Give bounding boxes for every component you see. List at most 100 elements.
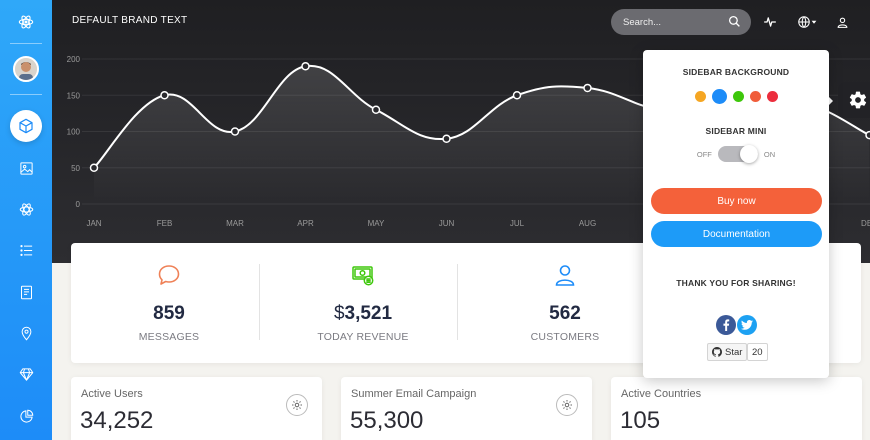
stat-label: TODAY REVENUE (317, 331, 409, 343)
card-value: 55,300 (350, 407, 424, 434)
card-title: Summer Email Campaign (351, 388, 477, 400)
sidebar-background-title: SIDEBAR BACKGROUND (682, 67, 790, 77)
caret-down-icon (811, 20, 817, 24)
x-tick-label: JUN (439, 219, 455, 228)
divider (457, 264, 458, 340)
card-value: 105 (620, 407, 661, 434)
stat-revenue: $3,521 TODAY REVENUE (269, 243, 457, 363)
thanks-text: THANK YOU FOR SHARING! (676, 278, 796, 288)
github-star-button[interactable]: Star (707, 343, 748, 361)
y-tick-label: 50 (71, 164, 80, 173)
divider (259, 264, 260, 340)
twitter-icon (741, 320, 753, 330)
sidebar-divider (10, 94, 42, 95)
gear-icon (292, 400, 302, 410)
diamond-icon (19, 367, 33, 381)
x-tick-label: AUG (579, 219, 596, 228)
stat-value: 562 (549, 303, 581, 324)
documentation-button[interactable]: Documentation (651, 221, 822, 247)
cube-icon (19, 118, 33, 134)
data-point (230, 127, 240, 136)
user-icon (553, 263, 577, 287)
settings-dropdown: SIDEBAR BACKGROUND SIDEBAR MINI OFF ON B… (643, 50, 829, 378)
data-point (865, 130, 870, 140)
sidebar-item-map[interactable] (11, 318, 41, 348)
card-email-campaign: Summer Email Campaign 55,300 (341, 377, 592, 440)
data-point (160, 91, 169, 100)
sidebar-mini-toggle-row: OFF ON (643, 145, 829, 163)
buy-now-button[interactable]: Buy now (651, 188, 822, 214)
x-tick-label: FEB (157, 219, 173, 228)
card-settings-button[interactable] (286, 394, 308, 416)
stat-messages: 859 MESSAGES (75, 243, 263, 363)
sidebar-item-diamond[interactable] (11, 359, 41, 389)
x-tick-label: JUL (510, 219, 525, 228)
globe-icon (798, 16, 810, 28)
y-tick-label: 100 (67, 128, 81, 137)
search-box[interactable] (611, 9, 751, 35)
language-dropdown[interactable] (794, 13, 820, 31)
gear-icon (849, 91, 867, 109)
color-swatch[interactable] (749, 91, 761, 102)
y-tick-label: 0 (76, 200, 81, 209)
avatar[interactable] (13, 56, 39, 82)
sidebar-item-cube[interactable] (10, 110, 42, 142)
sidebar-item-image[interactable] (11, 153, 41, 183)
sidebar-mini-title: SIDEBAR MINI (705, 126, 767, 136)
sidebar-item-atom[interactable] (11, 194, 41, 224)
gear-icon (562, 400, 572, 410)
stat-customers: 562 CUSTOMERS (471, 243, 659, 363)
document-icon (20, 285, 32, 299)
search-input[interactable] (623, 16, 723, 28)
facebook-icon (723, 319, 730, 331)
money-icon (351, 263, 375, 287)
activity-icon[interactable] (761, 13, 779, 31)
card-active-countries: Active Countries 105 (611, 377, 862, 440)
chat-bubble-icon (157, 263, 181, 287)
color-swatch[interactable] (694, 91, 706, 102)
x-tick-label: MAY (368, 219, 385, 228)
brand-text[interactable]: DEFAULT BRAND TEXT (72, 15, 188, 26)
x-tick-label: APR (297, 219, 314, 228)
card-title: Active Countries (621, 388, 702, 400)
github-star-label: Star (725, 346, 743, 358)
location-pin-icon (21, 326, 31, 341)
stat-label: CUSTOMERS (530, 331, 600, 343)
facebook-share-button[interactable] (716, 315, 736, 335)
data-point (442, 134, 451, 143)
twitter-share-button[interactable] (737, 315, 757, 335)
color-swatches (643, 89, 829, 104)
stat-label: MESSAGES (138, 331, 200, 343)
search-icon[interactable] (728, 15, 741, 33)
y-tick-label: 150 (67, 91, 81, 100)
atom-icon (19, 202, 33, 216)
plugin-toggle-button[interactable] (838, 82, 870, 118)
stat-value: 859 (153, 303, 185, 324)
color-swatch[interactable] (732, 91, 744, 102)
toggle-knob (739, 145, 758, 163)
sidebar-item-list[interactable] (11, 235, 41, 265)
x-tick-label: JAN (86, 219, 101, 228)
color-swatch[interactable] (711, 89, 727, 104)
card-title: Active Users (81, 388, 143, 400)
sidebar-divider (10, 43, 42, 44)
sidebar-mini-toggle[interactable] (717, 145, 758, 163)
card-value: 34,252 (80, 407, 154, 434)
card-settings-button[interactable] (556, 394, 578, 416)
logo-atom-icon[interactable] (0, 0, 52, 44)
data-point (583, 83, 592, 93)
toggle-on-label: ON (763, 149, 776, 159)
stat-currency: $ (333, 303, 345, 324)
data-point (371, 105, 381, 114)
pie-chart-icon (19, 409, 33, 423)
github-star-count[interactable]: 20 (747, 343, 768, 361)
github-icon (712, 347, 722, 357)
card-active-users: Active Users 34,252 (71, 377, 322, 440)
stat-value: 3,521 (344, 303, 393, 324)
list-icon (19, 244, 32, 256)
user-menu-icon[interactable] (833, 13, 851, 31)
data-point (512, 91, 522, 100)
color-swatch[interactable] (766, 91, 778, 102)
sidebar-item-chart[interactable] (11, 401, 41, 431)
sidebar-item-document[interactable] (11, 277, 41, 307)
